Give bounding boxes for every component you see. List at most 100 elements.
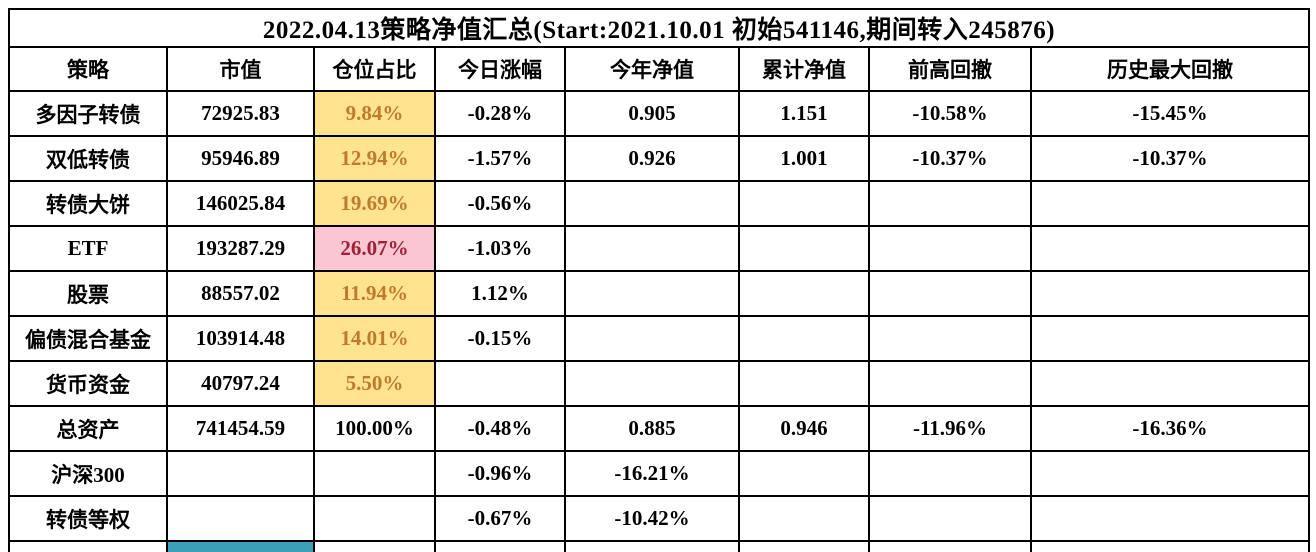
cell-drawdown-from-high[interactable] [868,270,1032,317]
cell-today-change[interactable]: -1.57% [434,135,566,182]
column-header-max-drawdown[interactable]: 历史最大回撤 [1030,46,1310,92]
cell-position-pct[interactable]: 19.69% [313,180,436,227]
cell-ytd-nav[interactable] [564,225,740,272]
cell-drawdown-from-high[interactable] [868,180,1032,227]
cell-strategy[interactable] [8,540,168,552]
cell-max-drawdown[interactable] [1030,270,1310,317]
cell-today-change[interactable] [434,360,566,407]
cell-strategy[interactable]: 货币资金 [8,360,168,407]
cell-position-pct[interactable] [313,450,436,497]
cell-ytd-nav[interactable]: -10.42% [564,495,740,542]
cell-drawdown-from-high[interactable]: -10.58% [868,90,1032,137]
cell-position-pct[interactable]: 11.94% [313,270,436,317]
cell-market-value[interactable]: 103914.48 [166,315,315,362]
cell-cumulative-nav[interactable] [738,450,870,497]
cell-cumulative-nav[interactable] [738,315,870,362]
cell-strategy[interactable]: 股票 [8,270,168,317]
cell-drawdown-from-high[interactable]: -10.37% [868,135,1032,182]
cell-cumulative-nav[interactable] [738,360,870,407]
cell-max-drawdown[interactable] [1030,495,1310,542]
cell-max-drawdown[interactable]: -10.37% [1030,135,1310,182]
cell-position-pct[interactable] [313,495,436,542]
cell-market-value[interactable]: 72925.83 [166,90,315,137]
cell-cumulative-nav[interactable]: 0.946 [738,405,870,452]
cell-market-value[interactable]: 193287.29 [166,225,315,272]
table-row-duoyinzi-zhuanzhai: 多因子转债 72925.83 9.84% -0.28% 0.905 1.151 … [8,90,1310,137]
cell-today-change[interactable] [434,540,566,552]
column-header-strategy[interactable]: 策略 [8,46,168,92]
cell-today-change[interactable]: -1.03% [434,225,566,272]
column-header-ytd-nav[interactable]: 今年净值 [564,46,740,92]
cell-ytd-nav[interactable]: -16.21% [564,450,740,497]
cell-drawdown-from-high[interactable] [868,225,1032,272]
cell-max-drawdown[interactable] [1030,315,1310,362]
cell-ytd-nav[interactable]: 0.926 [564,135,740,182]
column-header-row: 策略 市值 仓位占比 今日涨幅 今年净值 累计净值 前高回撤 历史最大回撤 [8,46,1310,92]
cell-market-value[interactable]: 88557.02 [166,270,315,317]
cell-market-value[interactable]: 146025.84 [166,180,315,227]
cell-today-change[interactable]: -0.15% [434,315,566,362]
cell-market-value[interactable] [166,450,315,497]
cell-strategy[interactable]: 沪深300 [8,450,168,497]
cell-cumulative-nav[interactable] [738,270,870,317]
cell-cumulative-nav[interactable] [738,225,870,272]
cell-ytd-nav[interactable] [564,315,740,362]
cell-ytd-nav[interactable] [564,540,740,552]
cell-position-pct[interactable]: 5.50% [313,360,436,407]
cell-drawdown-from-high[interactable] [868,315,1032,362]
cell-market-value[interactable]: 95946.89 [166,135,315,182]
cell-strategy[interactable]: 偏债混合基金 [8,315,168,362]
cell-today-change[interactable]: -0.96% [434,450,566,497]
cell-position-pct[interactable] [313,540,436,552]
cell-cumulative-nav[interactable]: 1.151 [738,90,870,137]
cell-position-pct[interactable]: 14.01% [313,315,436,362]
cell-strategy[interactable]: 总资产 [8,405,168,452]
cell-position-pct[interactable]: 12.94% [313,135,436,182]
cell-position-pct[interactable]: 100.00% [313,405,436,452]
cell-max-drawdown[interactable] [1030,450,1310,497]
cell-today-change[interactable]: -0.28% [434,90,566,137]
cell-drawdown-from-high[interactable]: -11.96% [868,405,1032,452]
cell-today-change[interactable]: 1.12% [434,270,566,317]
cell-today-change[interactable]: -0.48% [434,405,566,452]
cell-max-drawdown[interactable] [1030,360,1310,407]
cell-position-pct[interactable]: 9.84% [313,90,436,137]
cell-drawdown-from-high[interactable] [868,360,1032,407]
cell-ytd-nav[interactable]: 0.885 [564,405,740,452]
cell-strategy[interactable]: 多因子转债 [8,90,168,137]
cell-cumulative-nav[interactable] [738,540,870,552]
cell-cumulative-nav[interactable] [738,180,870,227]
column-header-market-value[interactable]: 市值 [166,46,315,92]
cell-cumulative-nav[interactable] [738,495,870,542]
cell-ytd-nav[interactable] [564,270,740,317]
cell-max-drawdown[interactable] [1030,180,1310,227]
table-row-gupiao: 股票 88557.02 11.94% 1.12% [8,270,1310,317]
cell-market-value[interactable] [166,495,315,542]
column-header-drawdown-from-high[interactable]: 前高回撤 [868,46,1032,92]
cell-max-drawdown[interactable] [1030,540,1310,552]
cell-drawdown-from-high[interactable] [868,495,1032,542]
cell-strategy[interactable]: 转债等权 [8,495,168,542]
cell-market-value[interactable] [166,540,315,552]
cell-today-change[interactable]: -0.56% [434,180,566,227]
cell-cumulative-nav[interactable]: 1.001 [738,135,870,182]
cell-drawdown-from-high[interactable] [868,450,1032,497]
cell-position-pct[interactable]: 26.07% [313,225,436,272]
cell-strategy[interactable]: ETF [8,225,168,272]
cell-max-drawdown[interactable] [1030,225,1310,272]
column-header-cumulative-nav[interactable]: 累计净值 [738,46,870,92]
column-header-today-change[interactable]: 今日涨幅 [434,46,566,92]
cell-market-value[interactable]: 40797.24 [166,360,315,407]
cell-ytd-nav[interactable] [564,180,740,227]
cell-strategy[interactable]: 转债大饼 [8,180,168,227]
column-header-position-pct[interactable]: 仓位占比 [313,46,436,92]
cell-drawdown-from-high[interactable] [868,540,1032,552]
cell-today-change[interactable]: -0.67% [434,495,566,542]
cell-market-value[interactable]: 741454.59 [166,405,315,452]
table-row-etf: ETF 193287.29 26.07% -1.03% [8,225,1310,272]
cell-max-drawdown[interactable]: -16.36% [1030,405,1310,452]
cell-strategy[interactable]: 双低转债 [8,135,168,182]
cell-ytd-nav[interactable]: 0.905 [564,90,740,137]
cell-max-drawdown[interactable]: -15.45% [1030,90,1310,137]
cell-ytd-nav[interactable] [564,360,740,407]
